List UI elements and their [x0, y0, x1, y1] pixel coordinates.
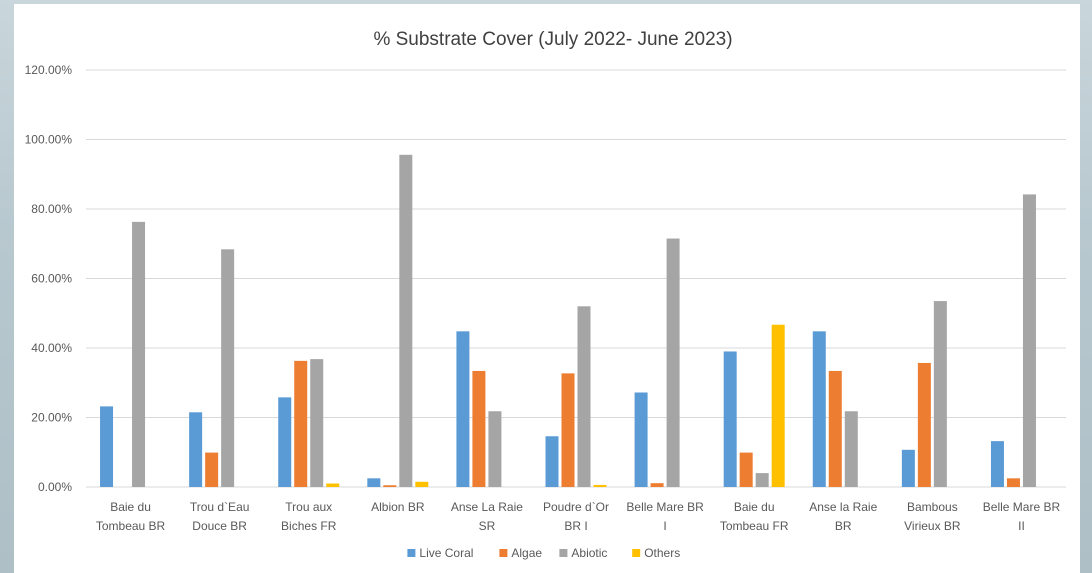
- bar-live-coral: [367, 478, 381, 487]
- legend-label: Live Coral: [419, 546, 473, 560]
- bar-others: [593, 484, 607, 487]
- bar-live-coral: [545, 436, 559, 487]
- y-tick-label: 40.00%: [31, 341, 72, 355]
- bar-algae: [294, 360, 308, 487]
- bar-live-coral: [100, 406, 114, 487]
- bar-algae: [1006, 478, 1020, 487]
- x-category-label: Baie du Tombeau FR: [720, 500, 789, 533]
- legend-swatch: [559, 549, 568, 557]
- legend-label: Others: [644, 546, 680, 560]
- x-category-label: Bambous Virieux BR: [904, 500, 961, 533]
- bar-algae: [472, 370, 486, 487]
- x-category-label: Anse la Raie BR: [809, 500, 877, 533]
- y-tick-label: 0.00%: [38, 480, 72, 494]
- bar-abiotic: [755, 473, 769, 487]
- bar-abiotic: [933, 301, 947, 487]
- bar-live-coral: [901, 449, 915, 487]
- y-tick-label: 100.00%: [25, 133, 73, 147]
- bar-abiotic: [1022, 194, 1036, 487]
- bars: [100, 154, 1036, 488]
- bar-abiotic: [132, 221, 146, 488]
- bar-algae: [383, 485, 397, 487]
- bar-algae: [561, 373, 575, 487]
- bar-live-coral: [189, 412, 203, 487]
- legend-swatch: [407, 549, 416, 557]
- bar-algae: [739, 452, 753, 487]
- bar-live-coral: [723, 351, 737, 487]
- bar-abiotic: [221, 249, 235, 487]
- bar-algae: [650, 483, 664, 487]
- legend: Live Coral Algae Abiotic Others: [407, 546, 680, 560]
- bar-live-coral: [634, 392, 648, 487]
- chart-title: % Substrate Cover (July 2022- June 2023): [373, 29, 732, 50]
- bar-live-coral: [456, 331, 470, 487]
- gridlines: [86, 69, 1066, 488]
- x-category-label: Belle Mare BR II: [983, 500, 1061, 533]
- bar-live-coral: [278, 397, 292, 487]
- y-tick-label: 120.00%: [25, 63, 73, 77]
- y-tick-label: 60.00%: [31, 272, 72, 286]
- legend-swatch: [632, 549, 641, 557]
- bar-abiotic: [666, 238, 680, 487]
- bar-live-coral: [812, 331, 826, 487]
- bar-abiotic: [488, 411, 502, 487]
- bar-others: [771, 324, 785, 487]
- bar-abiotic: [310, 359, 324, 487]
- x-category-label: Albion BR: [371, 500, 425, 514]
- bar-algae: [828, 370, 842, 487]
- y-axis-tick-labels: 0.00% 20.00% 40.00% 60.00% 80.00% 100.00% 120.…: [25, 63, 73, 494]
- x-axis-category-labels: Baie du Tombeau BR Trou d`Eau Douce BR Trou …: [96, 500, 1061, 533]
- bar-others: [326, 483, 340, 487]
- bar-live-coral: [990, 441, 1004, 487]
- x-category-label: Trou aux Biches FR: [281, 500, 337, 533]
- bar-abiotic: [577, 306, 591, 487]
- x-category-label: Anse La Raie SR: [451, 500, 523, 533]
- bar-abiotic: [844, 411, 858, 487]
- legend-label: Abiotic: [571, 546, 607, 560]
- bar-algae: [205, 452, 219, 487]
- x-category-label: Belle Mare BR I: [626, 500, 704, 533]
- bar-others: [415, 481, 429, 487]
- legend-swatch: [499, 549, 508, 557]
- y-tick-label: 80.00%: [31, 202, 72, 216]
- x-category-label: Poudre d`Or BR I: [543, 500, 609, 533]
- x-category-label: Baie du Tombeau BR: [96, 500, 166, 533]
- bar-abiotic: [399, 154, 413, 488]
- x-category-label: Trou d`Eau Douce BR: [190, 500, 250, 533]
- legend-label: Algae: [511, 546, 542, 560]
- y-tick-label: 20.00%: [31, 411, 72, 425]
- bar-algae: [917, 362, 931, 487]
